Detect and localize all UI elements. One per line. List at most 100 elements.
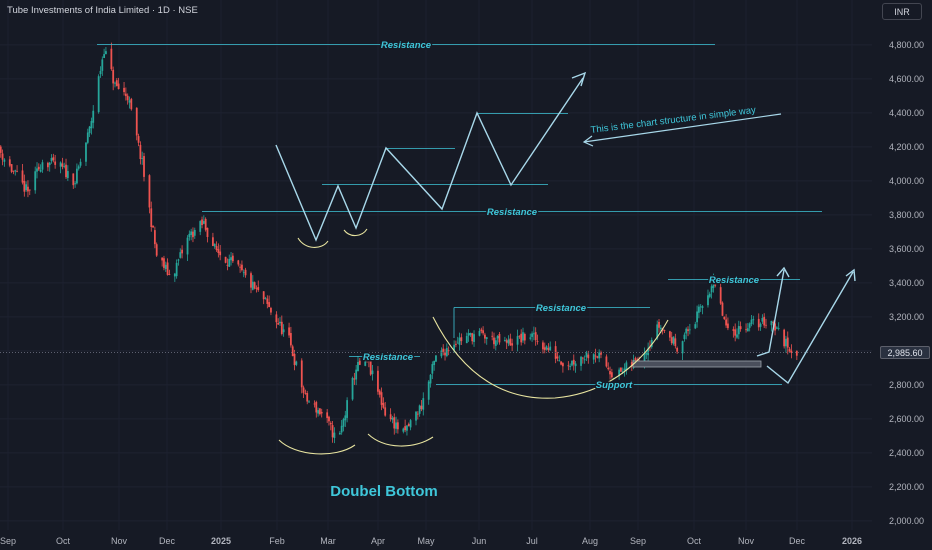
annotation-resistance-base: Resistance: [536, 303, 587, 314]
candle-body: [150, 208, 153, 228]
candle-body: [656, 324, 659, 339]
candle-body: [250, 273, 252, 288]
candle-body: [774, 323, 776, 331]
annotation-double-bottom: Doubel Bottom: [330, 483, 437, 500]
candle-body: [560, 361, 562, 365]
candle-body: [670, 337, 673, 344]
candle-body: [304, 393, 307, 394]
candle-body: [775, 327, 778, 329]
candle-body: [329, 422, 332, 425]
candle-body: [393, 417, 396, 429]
candle-body: [707, 295, 709, 306]
candle-body: [532, 333, 535, 335]
candle-body: [402, 428, 405, 432]
candle-body: [300, 360, 303, 388]
label-arrow: [582, 113, 782, 147]
candle-body: [59, 162, 62, 167]
candle-body: [460, 337, 463, 342]
time-axis[interactable]: Sep Oct Nov Dec 2025 Feb Mar Apr May Jun Jul Aug Sep…: [0, 536, 862, 546]
candle-body: [66, 171, 69, 178]
candle-body: [458, 337, 461, 345]
candle-body: [143, 156, 145, 177]
currency-button[interactable]: INR: [882, 3, 922, 20]
candle-body: [275, 314, 278, 323]
candle-body: [124, 93, 127, 97]
candle-body: [270, 307, 272, 313]
candle-body: [366, 357, 368, 360]
candle-body: [181, 249, 183, 254]
candle-body: [163, 258, 165, 268]
candle-body: [444, 352, 446, 356]
candle-body: [105, 51, 107, 55]
candle-body: [471, 333, 474, 342]
candle-body: [529, 337, 532, 339]
symbol-title: Tube Investments of India Limited · 1D ·…: [7, 5, 198, 16]
candle-body: [52, 157, 55, 161]
candle-body: [320, 411, 323, 414]
candle-body: [115, 80, 118, 86]
candle-body: [103, 54, 106, 58]
candle-body: [112, 69, 115, 84]
price-axis[interactable]: 4,800.00 4,600.00 4,400.00 4,200.00 4,000.00…: [889, 40, 924, 526]
candle-body: [732, 329, 735, 331]
candle-body: [688, 329, 691, 331]
candle-body: [600, 352, 602, 355]
candle-body: [266, 298, 269, 304]
candle-body: [357, 362, 359, 372]
y-tick-label: 2,800.00: [889, 380, 924, 390]
candle-body: [244, 269, 247, 276]
candle-body: [188, 233, 191, 238]
x-tick-label: Jul: [526, 536, 538, 546]
candle-body: [317, 410, 319, 414]
candle-body: [418, 405, 421, 414]
candle-body: [429, 374, 432, 384]
candle-body: [598, 352, 601, 359]
candle-body: [76, 168, 78, 184]
candle-body: [491, 335, 494, 337]
candle-body: [27, 186, 29, 192]
candle-body: [342, 419, 345, 427]
candle-body: [137, 136, 140, 143]
candle-body: [708, 293, 711, 297]
candle-body: [313, 403, 316, 405]
candle-body: [14, 170, 17, 172]
candle-body: [308, 401, 310, 403]
candle-body: [86, 132, 89, 143]
candle-body: [567, 365, 570, 367]
candle-body: [0, 146, 2, 153]
candle-body: [465, 335, 468, 344]
candle-body: [447, 350, 450, 352]
candle-body: [558, 360, 561, 362]
candle-body: [12, 170, 15, 172]
candle-body: [623, 368, 626, 371]
candle-body: [3, 159, 6, 162]
candle-body: [569, 366, 572, 367]
x-tick-label: Feb: [269, 536, 285, 546]
candle-body: [478, 330, 481, 336]
candle-body: [97, 76, 100, 113]
arc-small-2: [343, 228, 368, 237]
x-tick-label: Nov: [738, 536, 755, 546]
candle-body: [455, 343, 457, 345]
annotation-resistance-recent: Resistance: [709, 275, 760, 286]
candle-body: [110, 48, 113, 70]
candle-body: [382, 402, 385, 408]
candle-body: [407, 424, 410, 427]
candle-body: [123, 87, 125, 93]
candle-body: [353, 378, 356, 380]
candle-body: [503, 340, 506, 342]
candle-body: [785, 338, 787, 347]
candle-body: [498, 333, 501, 343]
candle-body: [795, 350, 798, 356]
candle-body: [277, 323, 280, 325]
candle-body: [585, 352, 588, 358]
annotation-resistance-top: Resistance: [381, 40, 432, 51]
candlestick-series: [0, 42, 798, 444]
candle-body: [239, 266, 242, 268]
candle-body: [668, 331, 671, 338]
x-tick-label: 2026: [842, 536, 862, 546]
candle-body: [369, 361, 372, 375]
candle-body: [759, 323, 762, 327]
candle-body: [621, 371, 624, 373]
